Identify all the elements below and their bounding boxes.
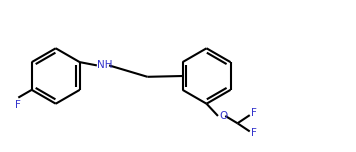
Text: NH: NH <box>97 60 113 70</box>
Text: F: F <box>251 109 257 119</box>
Text: F: F <box>251 128 257 138</box>
Text: O: O <box>219 111 227 121</box>
Text: F: F <box>15 100 20 111</box>
